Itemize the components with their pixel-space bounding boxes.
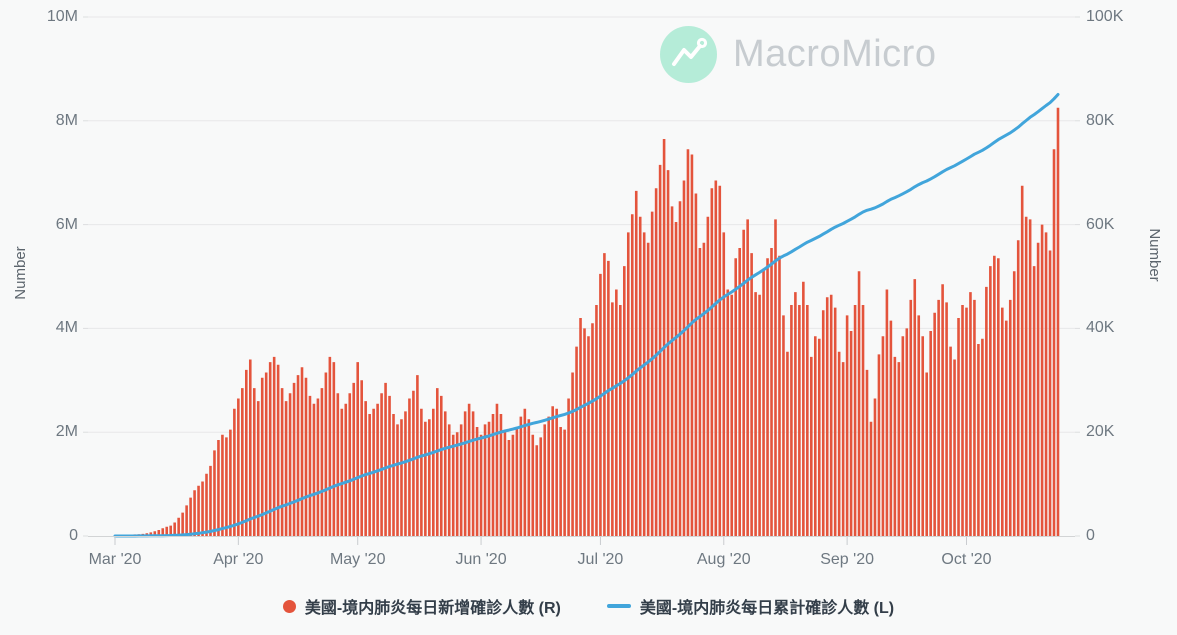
y-left-tick-label: 10M (46, 8, 78, 25)
legend-label-daily-new-cases: 美國-境内肺炎每日新增確診人數 (R) (304, 600, 561, 617)
x-axis-tick-label: Aug '20 (696, 551, 751, 568)
brand-logo-icon (660, 26, 717, 83)
legend-label-cumulative-cases: 美國-境内肺炎每日累計確診人數 (L) (639, 600, 895, 617)
x-axis-tick-label: Jun '20 (455, 551, 507, 568)
y-left-tick-label: 8M (55, 111, 78, 129)
x-axis-tick-label: Sep '20 (820, 551, 874, 568)
y-right-tick-label: 60K (1086, 215, 1115, 233)
x-axis-tick-label: Mar '20 (88, 551, 142, 568)
y-right-tick-label: 20K (1086, 423, 1115, 441)
y-left-tick-label: 0 (69, 527, 78, 544)
x-axis-tick-label: Apr '20 (213, 551, 264, 568)
x-axis-labels: Mar '20 Apr '20 May '20 Jun '20 Jul '20 … (0, 548, 1177, 574)
legend: 美國-境内肺炎每日新增確診人數 (R) 美國-境内肺炎每日累計確診人數 (L) (0, 592, 1177, 620)
legend-circle-marker-icon (282, 599, 296, 613)
y-left-tick-label: 2M (55, 423, 78, 441)
y-left-tick-label: 4M (55, 319, 78, 337)
legend-item-cumulative-cases[interactable]: 美國-境内肺炎每日累計確診人數 (L) (606, 594, 895, 618)
legend-item-daily-new-cases[interactable]: 美國-境内肺炎每日新增確診人數 (R) (282, 594, 561, 618)
y-right-tick-label: 80K (1086, 111, 1115, 129)
x-axis-tick-label: May '20 (329, 551, 386, 568)
x-axis-tick-label: Oct '20 (941, 551, 992, 568)
legend-line-marker-icon (606, 604, 631, 608)
y-right-tick-label: 100K (1086, 8, 1124, 25)
y-left-tick-label: 6M (55, 215, 78, 233)
y-right-tick-label: 40K (1086, 319, 1115, 337)
y-right-tick-label: 0 (1086, 527, 1095, 544)
x-axis-tick-label: Jul '20 (577, 551, 624, 568)
trend-line-icon (672, 37, 708, 66)
brand-watermark: MacroMicro (660, 26, 936, 83)
brand-name: MacroMicro (733, 33, 937, 75)
y-right-axis-title: Number (1146, 228, 1163, 282)
